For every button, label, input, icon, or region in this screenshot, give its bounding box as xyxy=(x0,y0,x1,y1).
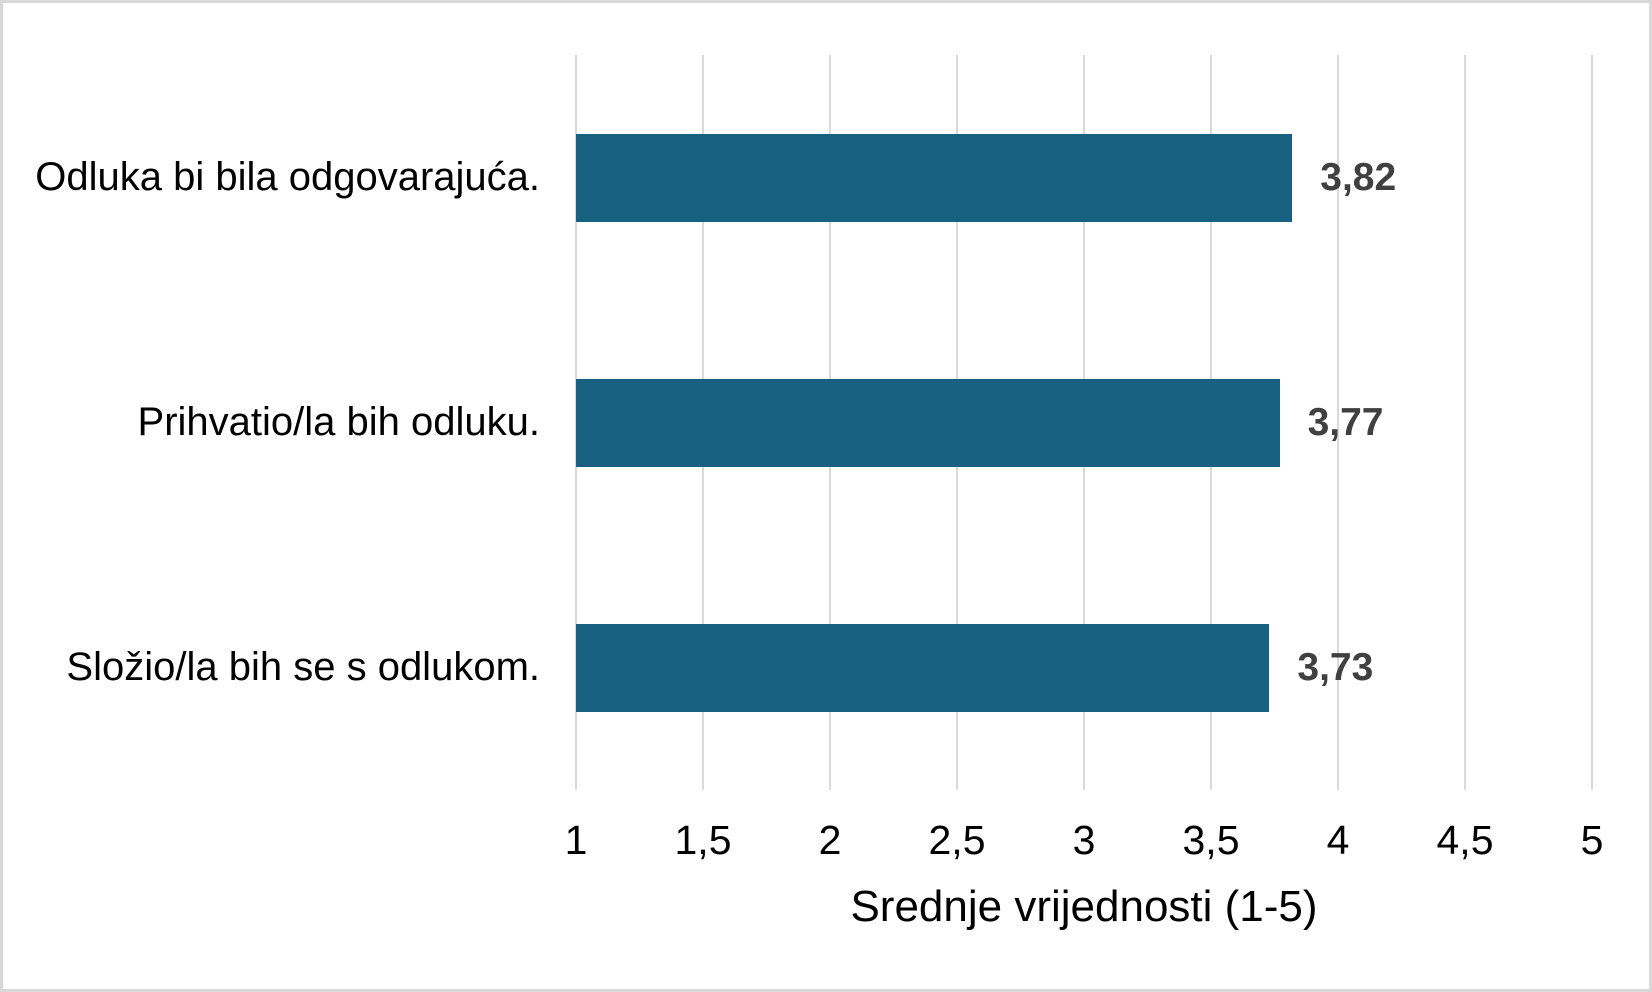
value-label: 3,77 xyxy=(1307,400,1384,444)
x-tick-label: 5 xyxy=(1580,817,1604,863)
value-label: 3,73 xyxy=(1297,645,1374,689)
x-tick-label: 4,5 xyxy=(1436,817,1494,863)
x-tick-label: 2,5 xyxy=(928,817,986,863)
x-tick-label: 2 xyxy=(818,817,842,863)
gridline xyxy=(1336,55,1340,790)
bar xyxy=(576,378,1280,467)
bar xyxy=(576,133,1293,222)
x-tick-label: 3,5 xyxy=(1182,817,1240,863)
x-tick-label: 1 xyxy=(564,817,588,863)
gridline xyxy=(1590,55,1594,790)
category-label: Odluka bi bila odgovarajuća. xyxy=(35,155,540,199)
gridline xyxy=(1463,55,1467,790)
bar xyxy=(576,623,1270,712)
x-tick-label: 1,5 xyxy=(674,817,732,863)
x-tick-label: 3 xyxy=(1072,817,1096,863)
category-label: Prihvatio/la bih odluku. xyxy=(137,400,540,444)
value-label: 3,82 xyxy=(1320,155,1397,199)
x-tick-label: 4 xyxy=(1326,817,1350,863)
x-axis-title: Srednje vrijednosti (1-5) xyxy=(850,882,1318,931)
category-label: Složio/la bih se s odlukom. xyxy=(66,645,540,689)
